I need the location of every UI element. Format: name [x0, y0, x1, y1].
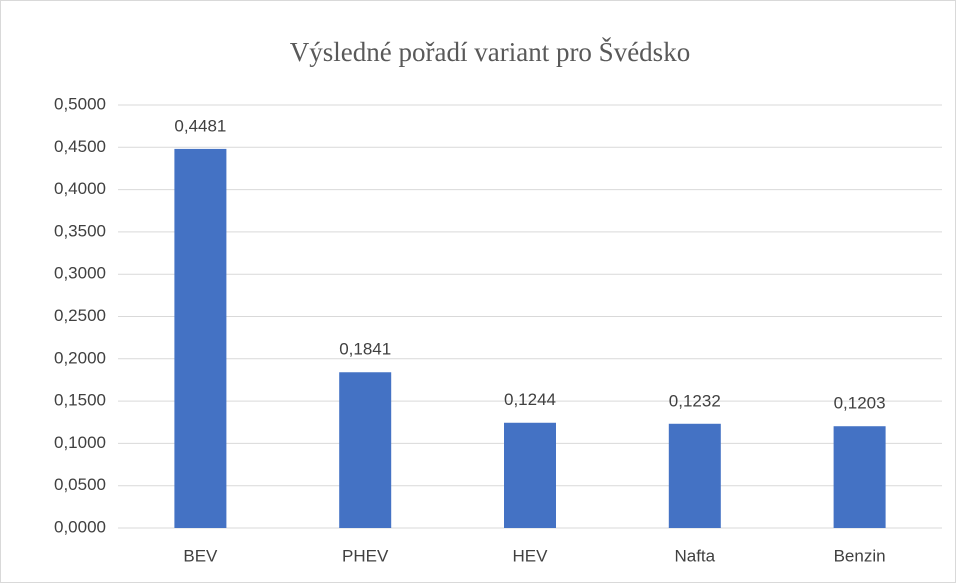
y-tick-label: 0,4500 — [54, 137, 106, 156]
y-tick-label: 0,4000 — [54, 179, 106, 198]
y-tick-label: 0,5000 — [54, 94, 106, 113]
bar — [668, 423, 721, 528]
x-tick-label: Benzin — [834, 546, 886, 565]
y-tick-label: 0,1000 — [54, 433, 106, 452]
bar — [339, 372, 392, 528]
y-tick-label: 0,2500 — [54, 306, 106, 325]
data-label: 0,1841 — [339, 340, 391, 359]
data-label: 0,1232 — [669, 391, 721, 410]
x-tick-label: HEV — [513, 546, 549, 565]
y-tick-label: 0,1500 — [54, 391, 106, 410]
bar — [174, 148, 227, 528]
bar — [504, 422, 556, 528]
y-tick-label: 0,0500 — [54, 475, 106, 494]
data-label: 0,1244 — [504, 390, 556, 409]
y-tick-label: 0,3500 — [54, 221, 106, 240]
bar — [833, 426, 886, 528]
x-tick-label: Nafta — [674, 546, 715, 565]
y-tick-label: 0,3000 — [54, 264, 106, 283]
chart-title: Výsledné pořadí variant pro Švédsko — [290, 37, 690, 67]
x-tick-label: PHEV — [342, 546, 389, 565]
x-tick-label: BEV — [183, 546, 218, 565]
y-tick-label: 0,2000 — [54, 348, 106, 367]
y-tick-label: 0,0000 — [54, 517, 106, 536]
data-label: 0,1203 — [834, 394, 886, 413]
data-label: 0,4481 — [174, 116, 226, 135]
